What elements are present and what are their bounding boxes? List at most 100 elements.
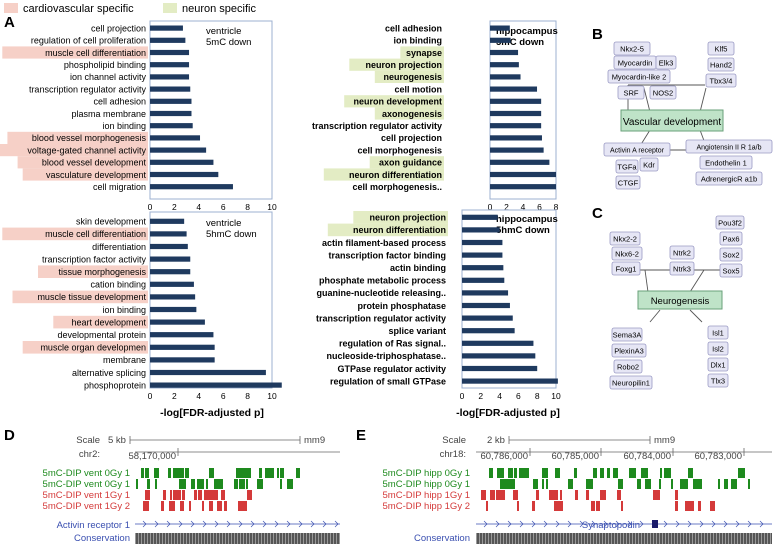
bar [490,171,556,178]
category-label: phosphoprotein [84,380,146,390]
category-highlight [374,107,444,120]
network-node: Myocardin-like 2 [607,69,671,84]
category-highlight [323,168,444,181]
svg-text:Hand2: Hand2 [710,61,732,70]
network-neurogenesis: Nkx2-2 Nkx6-2 Foxg1 Ntrk2 Ntrk3 Pou3f2 Pax6 Sox… [609,215,745,390]
network-node: Pax6 [719,231,743,246]
x-tick-label: 2 [172,391,177,401]
chart-title: 5mC down [496,37,544,48]
bar [490,123,542,129]
bar [462,252,503,258]
track-label: 5mC-DIP hipp 0Gy 1 [383,468,470,479]
genome-browser-synaptopodin: Scale 2 kb mm9 chr18: 60,786,000 60,785,000 60… [383,435,772,544]
bar [490,37,511,43]
bar [150,369,266,376]
x-tick-label: 0 [148,391,153,401]
category-label: cell morphogenesis.. [352,182,442,192]
category-label: neuron differentiation [353,225,446,235]
coordinate-label: 58,170,000 [128,451,176,462]
svg-text:Foxg1: Foxg1 [616,265,637,274]
panel-letter-b: B [592,26,603,43]
category-label: neuron projection [366,60,443,70]
category-label: alternative splicing [72,368,146,378]
chromosome: chr2: [79,449,100,460]
category-label: voltage-gated channel activity [27,145,146,155]
bar [462,214,498,220]
svg-text:Ntrk2: Ntrk2 [673,249,691,258]
category-label: transcription regulator activity [29,84,147,94]
category-label: neurogenesis [383,72,442,82]
svg-text:Kdr: Kdr [643,161,655,170]
coordinate-label: 60,783,000 [694,451,742,462]
x-tick-label: 8 [535,391,540,401]
genome-browser-activin-receptor: Scale 5 kb mm9 chr2: 58,170,000 5mC-DIP vent … [43,435,340,544]
panel-letter-c: C [592,205,603,222]
bar [150,147,207,153]
gene-exon [652,520,658,528]
bar [462,378,558,384]
bar [150,294,196,300]
svg-text:Angiotensin II R 1a/b: Angiotensin II R 1a/b [697,145,762,152]
legend-cardio-label: cardiovascular specific [23,3,134,15]
svg-text:TGFa: TGFa [617,163,637,172]
scale-value: 2 kb [487,435,505,446]
x-axis-label: -log[FDR-adjusted p] [456,407,560,419]
x-tick-label: 0 [148,202,153,212]
network-edge [699,87,707,113]
bar [150,98,192,104]
plot-frame [489,20,557,200]
category-label: ion binding [102,305,146,315]
bar [150,306,197,313]
bar [490,110,542,117]
category-label: cell adhesion [93,97,146,107]
network-node: AdrenergicR a1b [695,171,763,186]
category-label: neuron differentiation [349,170,442,180]
svg-text:Nkx2-5: Nkx2-5 [620,45,644,54]
category-label: heart development [71,317,146,327]
network-center-node: Neurogenesis [637,290,723,310]
category-label: muscle cell differentiation [45,229,146,239]
bar [150,159,214,165]
x-tick-label: 4 [196,391,201,401]
chart-title: ventricle [206,218,241,229]
category-highlight [22,168,149,181]
bar [150,184,233,190]
plot-frame [149,20,273,200]
bar [150,110,192,117]
category-label: muscle cell differentiation [45,48,146,58]
legend-neuron-swatch [163,3,177,13]
category-label: regulation of Ras signal.. [339,339,446,349]
x-tick-label: 6 [516,391,521,401]
category-label: synapse [406,48,442,58]
track-signal [136,479,293,489]
gene-name: Synaptopodin [582,520,640,531]
category-label: blood vessel development [42,158,147,168]
svg-text:Nkx6-2: Nkx6-2 [615,250,639,259]
x-tick-label: 2 [504,202,509,212]
svg-text:Dlx1: Dlx1 [710,361,725,370]
network-node: Pou3f2 [715,215,745,230]
category-highlight [53,315,148,329]
network-node: Nkx2-5 [613,41,651,56]
bar [150,382,282,388]
svg-text:Ntrk3: Ntrk3 [673,265,691,274]
network-node: Tlx3 [707,373,729,388]
svg-text:Tbx3/4: Tbx3/4 [710,77,733,86]
bar [150,344,215,350]
category-label: cell morphogenesis [357,145,442,155]
svg-text:Myocardin-like 2: Myocardin-like 2 [612,73,667,82]
track-signal [143,501,247,511]
bar [150,37,186,43]
category-highlight [0,144,148,157]
x-tick-label: 8 [554,202,559,212]
bar [150,86,191,92]
panel-letter-a: A [4,14,15,31]
svg-text:Elk3: Elk3 [659,59,674,68]
bar [150,357,215,363]
x-tick-label: 8 [245,391,250,401]
category-label: blood vessel morphogenesis [32,133,147,143]
network-node: Sema3A [611,327,643,342]
category-label: cell migration [93,182,146,192]
bar [150,123,193,129]
